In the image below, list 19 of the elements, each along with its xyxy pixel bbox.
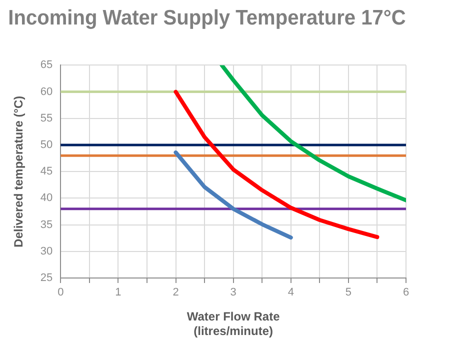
x-tick-label: 4 <box>288 286 294 299</box>
y-tick-label: 65 <box>40 59 53 72</box>
x-tick-label: 0 <box>58 286 64 299</box>
x-tick-label: 6 <box>402 286 410 299</box>
x-tick-label: 3 <box>230 286 236 299</box>
x-tick-label: 1 <box>115 286 122 299</box>
y-axis-title: Delivered temperature (°C) <box>12 96 26 248</box>
y-tick-label: 50 <box>40 139 53 152</box>
x-axis-title: Water Flow Rate (litres/minute) <box>186 310 280 338</box>
y-tick-label: 55 <box>40 112 53 124</box>
x-tick-label: 2 <box>172 286 179 299</box>
y-tick-label: 60 <box>40 86 53 98</box>
y-tick-label: 35 <box>40 218 53 231</box>
y-tick-label: 40 <box>40 192 53 204</box>
y-tick-label: 45 <box>40 166 53 178</box>
x-tick-label: 5 <box>345 286 352 299</box>
y-tick-label: 25 <box>40 272 53 284</box>
y-tick-label: 30 <box>40 245 53 258</box>
chart-title: Incoming Water Supply Temperature 17°C <box>8 6 406 30</box>
